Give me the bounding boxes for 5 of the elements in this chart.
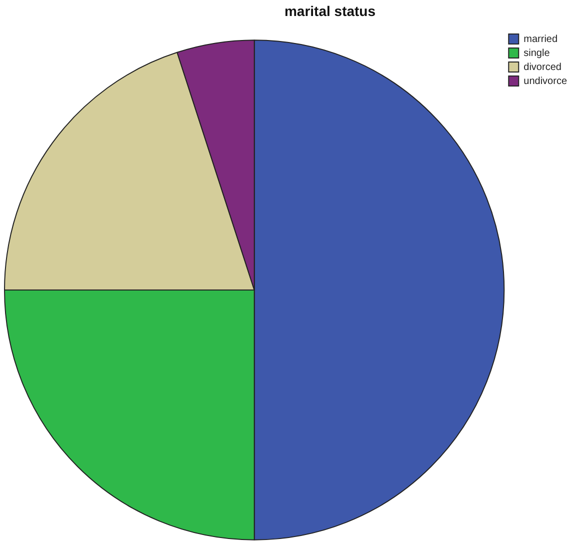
chart-title: marital status — [284, 2, 376, 19]
legend-label: undivorce — [524, 76, 568, 87]
legend-label: single — [524, 48, 550, 59]
legend-label: married — [524, 34, 558, 45]
legend-label: divorced — [524, 62, 562, 73]
